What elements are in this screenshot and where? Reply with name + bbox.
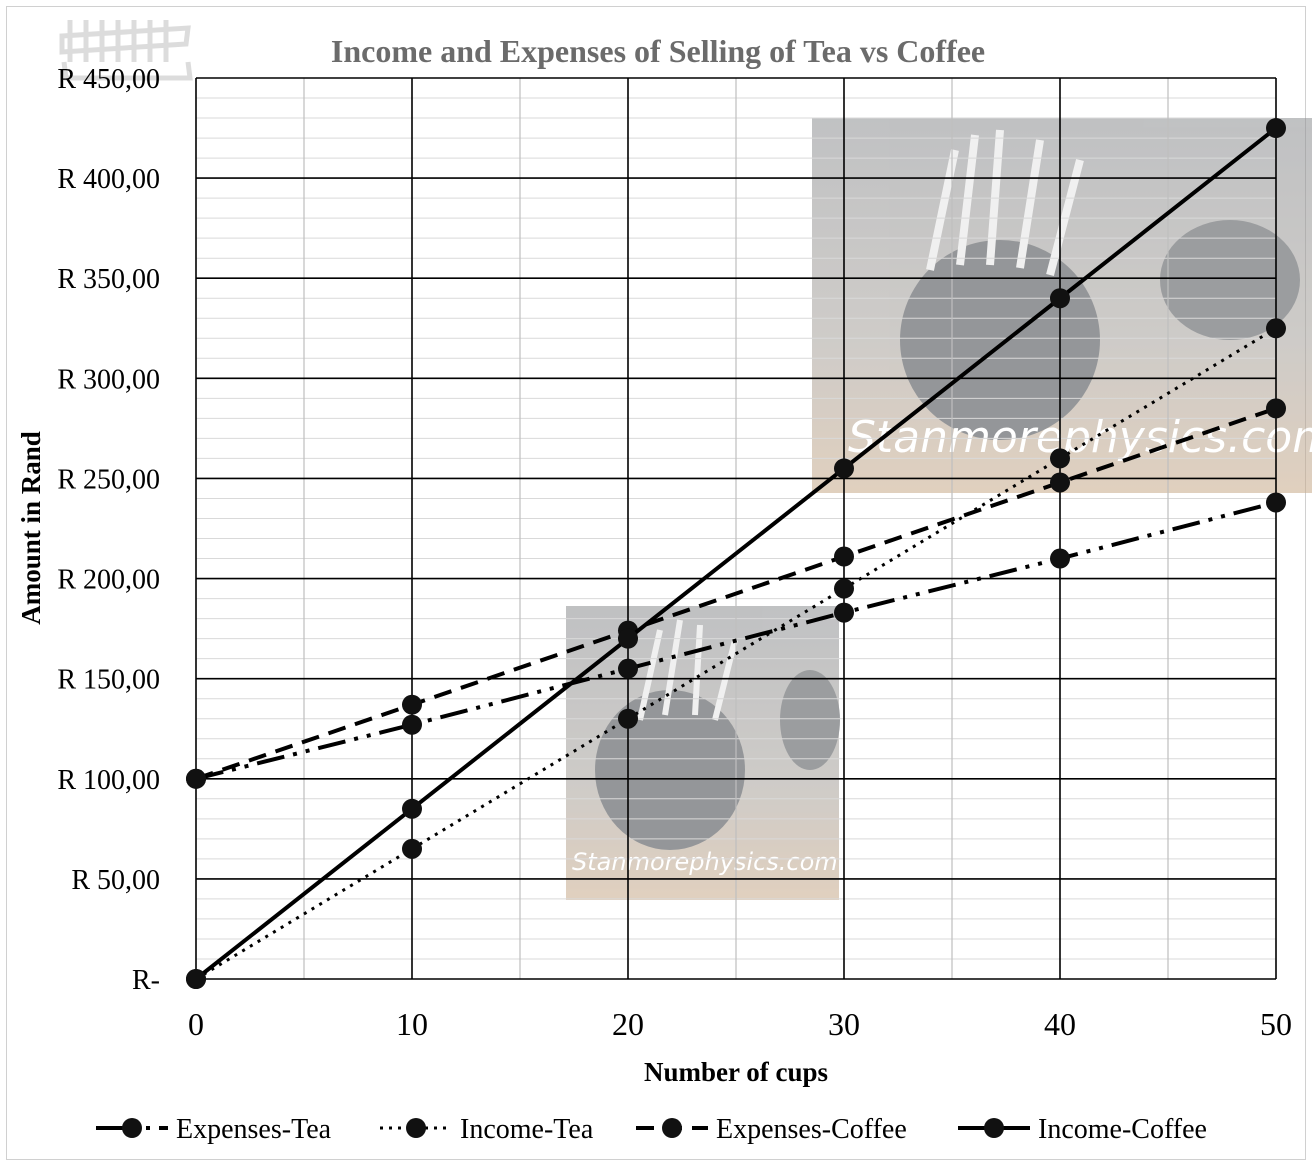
chart-title: Income and Expenses of Selling of Tea vs… [331, 33, 985, 69]
legend-marker [662, 1118, 682, 1138]
legend-item: Income-Coffee [958, 1114, 1207, 1145]
x-tick-label: 0 [188, 1006, 204, 1042]
data-point [1266, 398, 1286, 419]
data-point [402, 694, 422, 715]
series-line [195, 500, 1277, 781]
data-point [834, 458, 854, 479]
x-tick-label: 30 [828, 1006, 860, 1042]
data-point [834, 602, 854, 623]
x-tick-label: 50 [1260, 1006, 1292, 1042]
y-axis: R- R 50,00 R 100,00 R 150,00 R 200,00 R 250,0… [57, 64, 160, 996]
x-tick-label: 20 [612, 1006, 644, 1042]
legend-label: Expenses-Tea [176, 1114, 332, 1145]
y-tick-label: R- [132, 965, 160, 996]
data-point [618, 628, 638, 649]
legend-label: Income-Coffee [1038, 1114, 1207, 1145]
legend-item: Expenses-Tea [96, 1114, 332, 1145]
series-layer [186, 118, 1286, 989]
major-gridlines [195, 77, 1277, 980]
data-point [186, 969, 206, 989]
data-point [186, 768, 206, 789]
x-tick-label: 40 [1044, 1006, 1076, 1042]
data-point [618, 708, 638, 729]
data-point [402, 714, 422, 735]
y-tick-label: R 100,00 [57, 765, 160, 796]
watermark-image-small: Stanmorephysics.com [566, 606, 840, 900]
logo-icon [59, 20, 193, 81]
legend-item: Income-Tea [380, 1114, 594, 1145]
legend: Expenses-Tea Income-Tea Expenses-Coffee Inc… [96, 1114, 1207, 1145]
data-point [618, 658, 638, 679]
x-axis: 0 10 20 30 40 50 [188, 1006, 1292, 1042]
series-line [194, 126, 1278, 981]
y-tick-label: R 200,00 [57, 565, 160, 596]
data-point [1266, 492, 1286, 513]
watermark-text-small: Stanmorephysics.com [572, 848, 838, 876]
y-tick-label: R 450,00 [57, 64, 160, 95]
y-axis-label: Amount in Rand [16, 431, 46, 625]
y-tick-label: R 250,00 [57, 464, 160, 495]
legend-marker [406, 1118, 426, 1138]
legend-marker [984, 1118, 1004, 1138]
legend-label: Income-Tea [460, 1114, 594, 1145]
series-line [195, 326, 1277, 981]
data-point [402, 838, 422, 859]
data-point [834, 578, 854, 599]
data-point [1266, 318, 1286, 339]
data-point [1050, 472, 1070, 493]
y-tick-label: R 150,00 [57, 665, 160, 696]
data-point [1050, 548, 1070, 569]
y-tick-label: R 350,00 [57, 264, 160, 295]
data-point [834, 546, 854, 567]
series-income-coffee [186, 118, 1286, 989]
y-tick-label: R 50,00 [71, 865, 160, 896]
data-point [1266, 118, 1286, 139]
y-tick-label: R 300,00 [57, 364, 160, 395]
legend-marker [122, 1118, 142, 1138]
data-point [1050, 288, 1070, 309]
data-point [402, 798, 422, 819]
y-tick-label: R 400,00 [57, 164, 160, 195]
series-line [195, 406, 1277, 781]
x-tick-label: 10 [396, 1006, 428, 1042]
legend-label: Expenses-Coffee [716, 1114, 907, 1145]
legend-item: Expenses-Coffee [636, 1114, 907, 1145]
x-axis-label: Number of cups [644, 1057, 828, 1087]
data-point [1050, 448, 1070, 469]
